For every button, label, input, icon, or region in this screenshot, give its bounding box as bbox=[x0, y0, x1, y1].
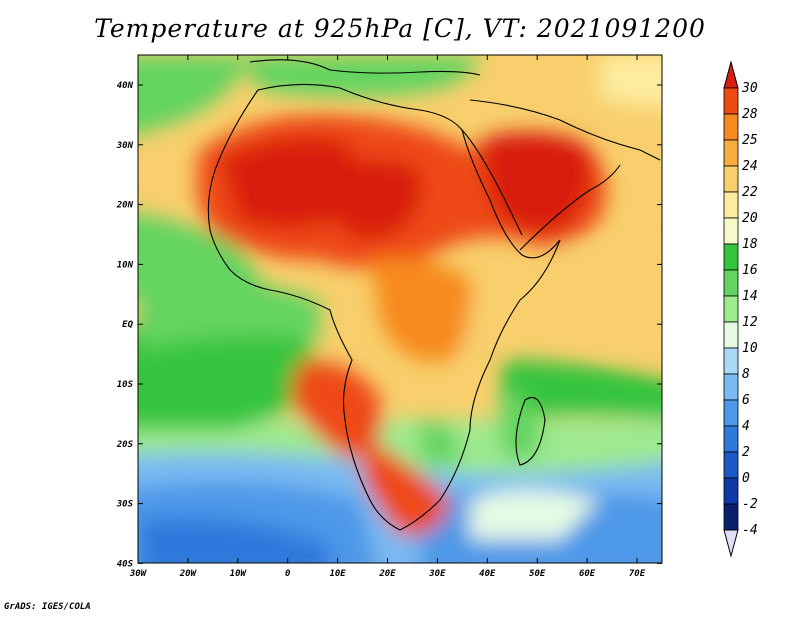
lon-label: 20W bbox=[179, 569, 198, 579]
colorbar-swatch bbox=[723, 243, 739, 271]
coastlines bbox=[207, 59, 661, 531]
lon-label: 60E bbox=[579, 569, 596, 579]
colorbar-label: 18 bbox=[742, 237, 758, 252]
colorbar-swatch bbox=[723, 269, 739, 297]
colorbar-swatch bbox=[723, 139, 739, 167]
lat-label: EQ bbox=[122, 320, 133, 330]
colorbar-label: 20 bbox=[742, 211, 758, 226]
map-frame bbox=[137, 54, 663, 564]
lat-label: 30S bbox=[116, 500, 134, 510]
lon-label: 30W bbox=[129, 569, 148, 579]
colorbar-swatch bbox=[723, 87, 739, 115]
colorbar-swatch bbox=[723, 347, 739, 375]
colorbar-label: 30 bbox=[741, 81, 758, 96]
colorbar-swatch bbox=[723, 425, 739, 453]
lon-label: 10W bbox=[230, 569, 248, 579]
colorbar-label: 6 bbox=[742, 393, 750, 408]
lat-label: 40N bbox=[117, 81, 134, 91]
colorbar-label: 10 bbox=[742, 341, 758, 356]
colorbar-label: 24 bbox=[742, 159, 758, 174]
colorbar-swatch bbox=[723, 113, 739, 141]
map-title: Temperature at 925hPa [C], VT: 202109120… bbox=[94, 14, 706, 43]
lon-label: 30E bbox=[428, 569, 446, 579]
colorbar-swatch bbox=[723, 165, 739, 193]
colorbar-label: 14 bbox=[742, 289, 758, 304]
latitude-axis: 40N 30N 20N 10N EQ 10S 20S 30S 40S bbox=[116, 81, 662, 569]
colorbar-swatch bbox=[723, 373, 739, 401]
colorbar-swatch bbox=[723, 477, 739, 505]
lat-label: 10S bbox=[117, 380, 134, 390]
lon-label: 50E bbox=[529, 569, 546, 579]
colorbar-label: -2 bbox=[742, 497, 758, 512]
lat-label: 30N bbox=[116, 141, 134, 151]
colorbar-label: 22 bbox=[742, 185, 758, 200]
colorbar-swatch bbox=[723, 451, 739, 479]
lon-label: 10E bbox=[329, 569, 346, 579]
colorbar-swatch bbox=[723, 321, 739, 349]
colorbar-swatch bbox=[723, 191, 739, 219]
colorbar-swatch bbox=[723, 217, 739, 245]
colorbar-label: 12 bbox=[742, 315, 758, 330]
lon-label: 0 bbox=[285, 569, 291, 579]
colorbar-label: 2 bbox=[742, 445, 750, 460]
grads-credit: GrADS: IGES/COLA bbox=[4, 602, 91, 612]
colorbar-top-arrow bbox=[723, 60, 739, 89]
lon-label: 20E bbox=[378, 569, 396, 579]
colorbar-label: 28 bbox=[742, 107, 758, 122]
colorbar-bottom-arrow bbox=[723, 529, 739, 558]
colorbar-swatch bbox=[723, 503, 739, 531]
colorbar-swatch bbox=[723, 399, 739, 427]
lat-label: 10N bbox=[117, 260, 134, 270]
colorbar-label: 16 bbox=[742, 263, 758, 278]
lat-label: 40S bbox=[117, 559, 134, 569]
longitude-axis: 30W 20W 10W 0 10E 20E 30E 40E 50E 60E 70E bbox=[129, 55, 646, 579]
colorbar-label: -4 bbox=[742, 523, 758, 538]
colorbar-label: 0 bbox=[742, 471, 750, 486]
lon-label: 70E bbox=[629, 569, 646, 579]
temperature-field bbox=[138, 55, 662, 563]
lat-label: 20N bbox=[116, 201, 134, 211]
colorbar-swatch bbox=[723, 295, 739, 323]
colorbar-label: 8 bbox=[742, 367, 750, 382]
lon-label: 40E bbox=[479, 569, 496, 579]
lat-label: 20S bbox=[116, 440, 134, 450]
colorbar-label: 4 bbox=[742, 419, 750, 434]
colorbar-label: 25 bbox=[742, 133, 758, 148]
